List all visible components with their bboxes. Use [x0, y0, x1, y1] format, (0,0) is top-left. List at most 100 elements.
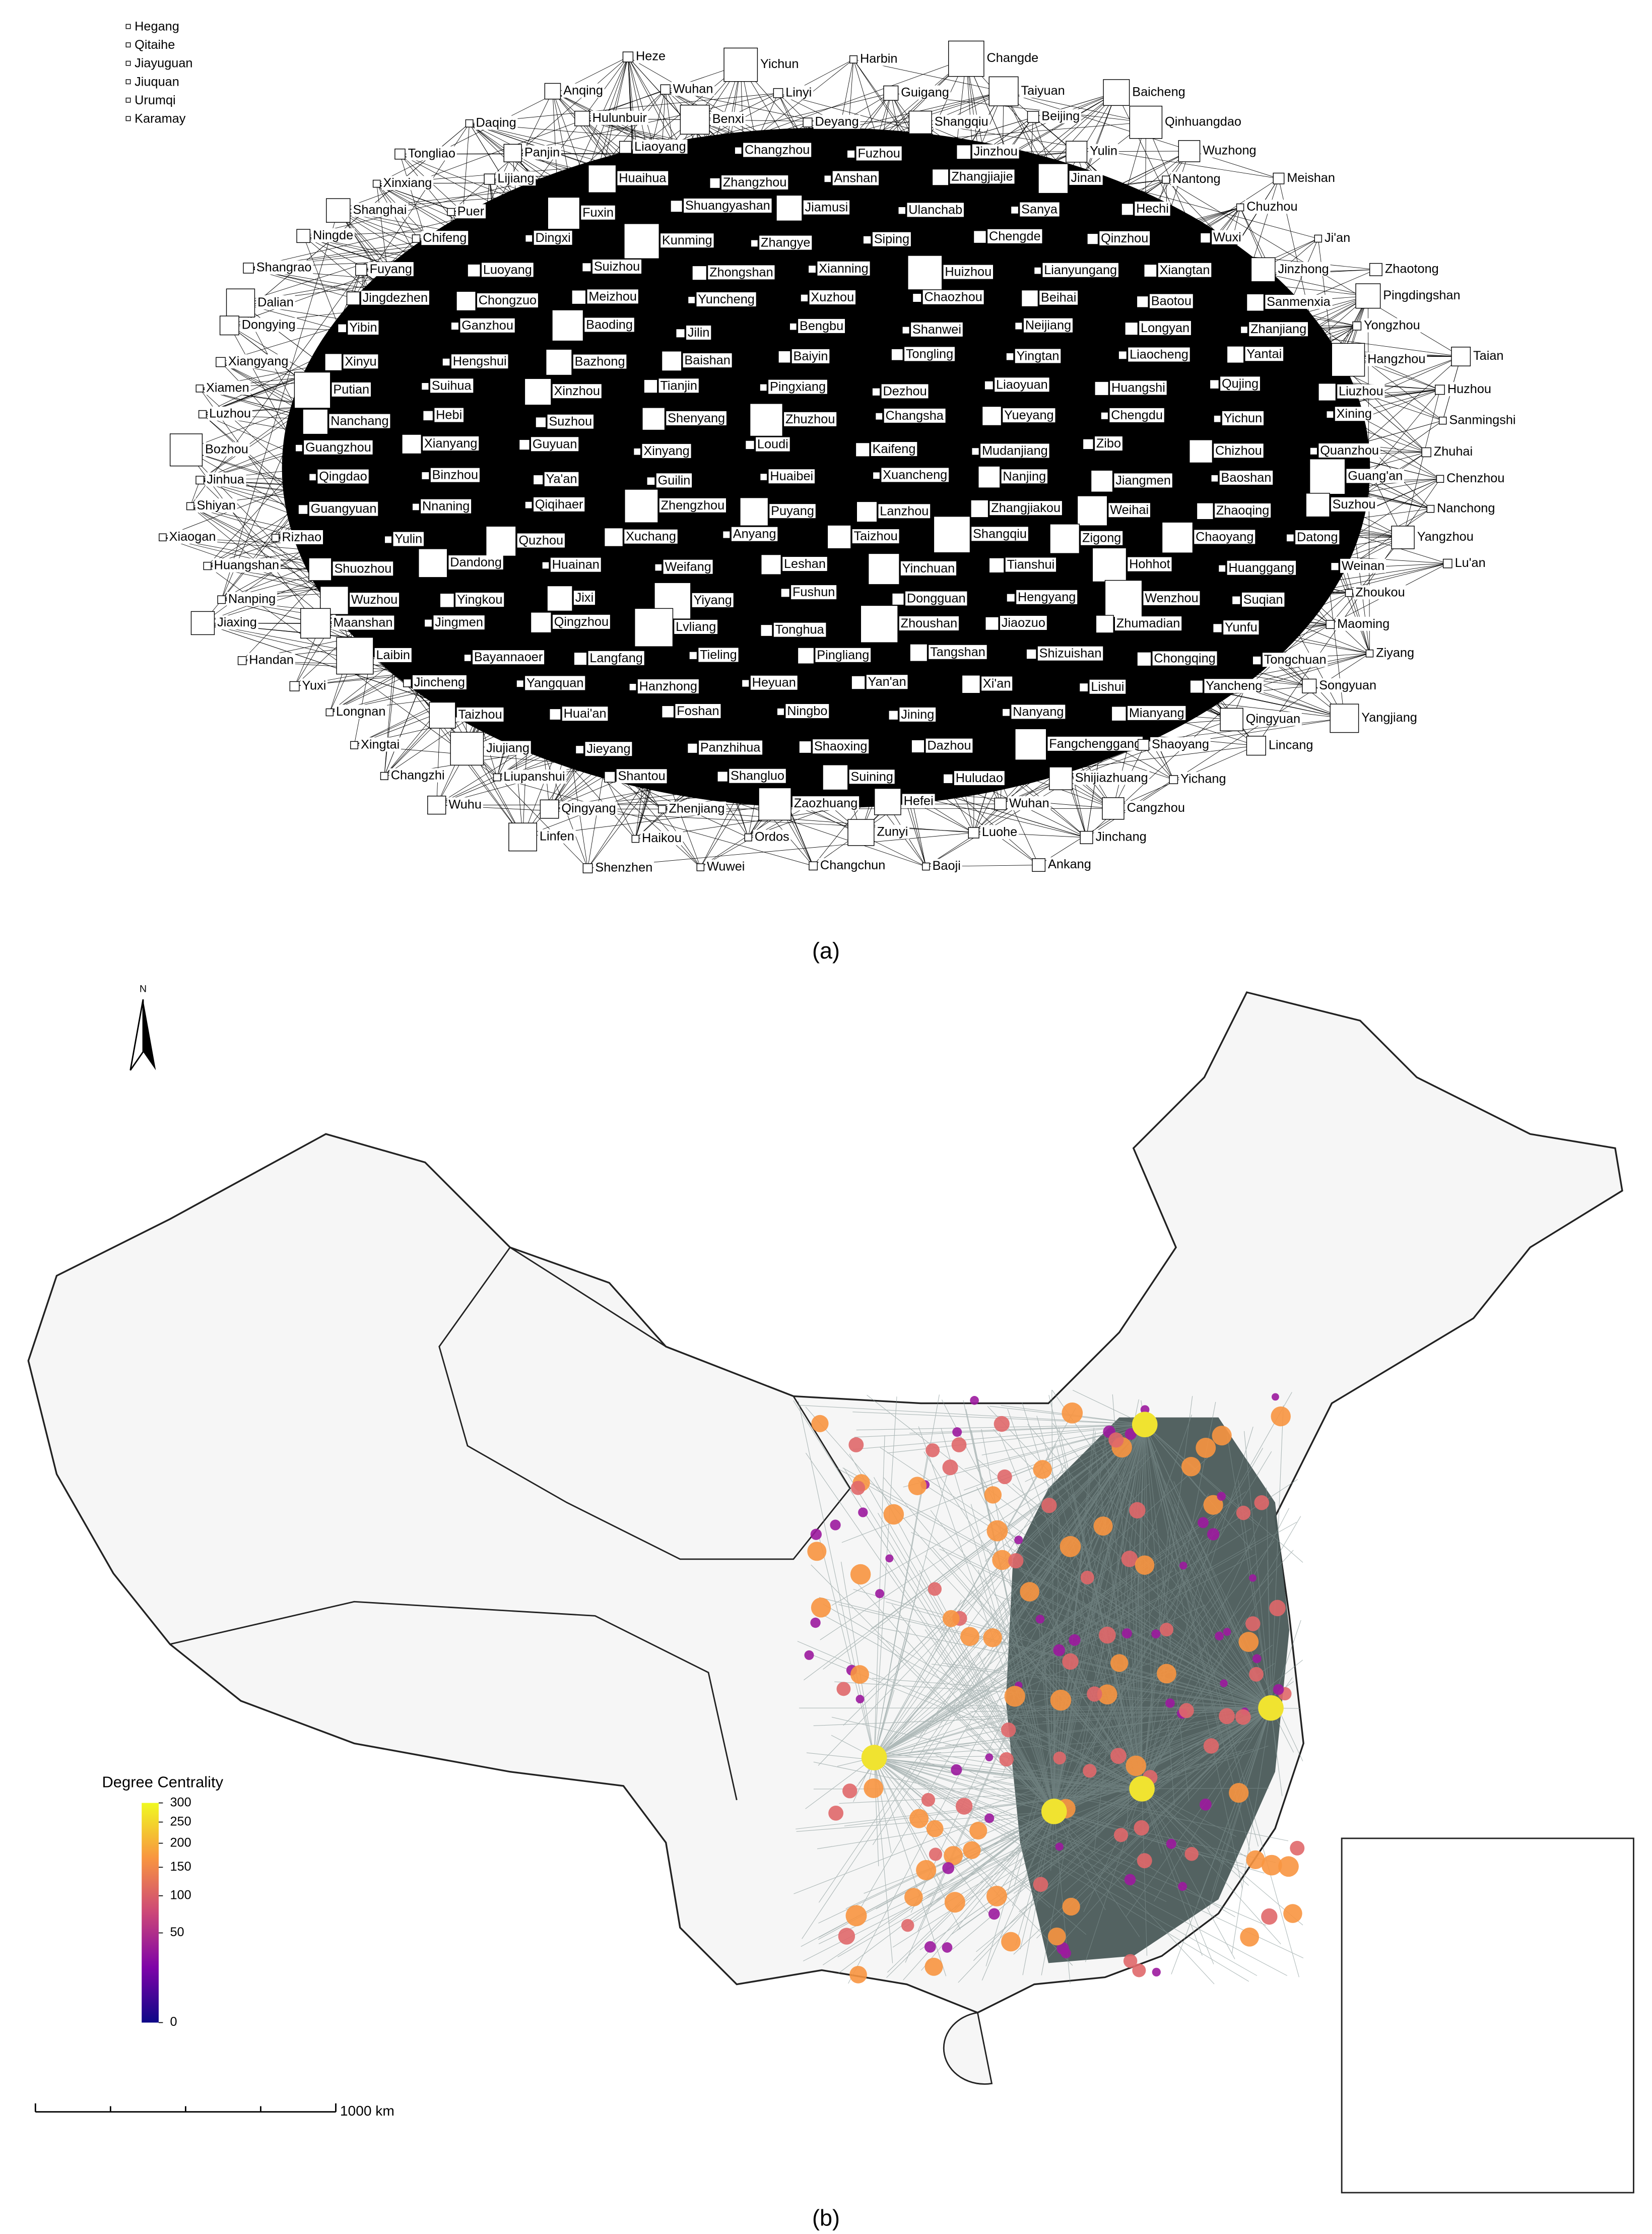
node-label: Xinyu — [345, 354, 376, 368]
node — [780, 588, 790, 598]
city-node — [1157, 1664, 1176, 1684]
label-bg — [784, 85, 814, 100]
node-label: Leshan — [784, 557, 826, 571]
city-node — [1240, 1927, 1260, 1947]
node — [1369, 263, 1382, 276]
node — [932, 168, 949, 186]
city-node — [1179, 1703, 1194, 1718]
node — [1038, 163, 1069, 194]
node — [956, 144, 971, 160]
edge — [303, 509, 746, 684]
city-node — [883, 1504, 904, 1525]
node-label: Pingxiang — [770, 380, 826, 394]
edge — [552, 91, 587, 268]
node-label: Liaocheng — [1130, 348, 1188, 362]
node — [540, 799, 559, 819]
node-label: Songyuan — [1319, 678, 1376, 692]
edge — [361, 270, 408, 683]
label-bg — [351, 203, 409, 217]
node — [503, 144, 522, 162]
node — [294, 371, 331, 409]
node-label: Dazhou — [927, 739, 971, 753]
edge — [789, 208, 1105, 624]
node-label: Guangzhou — [305, 440, 371, 455]
edge — [1061, 687, 1084, 779]
edge — [745, 600, 1236, 684]
node-label: Xinxiang — [383, 176, 432, 190]
city-node — [1099, 1626, 1116, 1644]
node — [1111, 706, 1127, 722]
node-label: Zhenjiang — [669, 802, 724, 816]
edge — [428, 326, 455, 416]
edge — [863, 178, 1279, 450]
node — [427, 795, 446, 815]
edge — [578, 297, 1431, 509]
label-bg — [1088, 144, 1119, 158]
node — [1103, 79, 1130, 106]
edge — [979, 237, 1031, 745]
edge — [827, 178, 1257, 746]
node — [988, 76, 1019, 106]
node-label: Xining — [1337, 407, 1372, 421]
node — [1220, 708, 1243, 732]
node — [465, 119, 474, 127]
edge — [693, 655, 814, 866]
node-label: Jiaxing — [217, 615, 257, 629]
edge — [1116, 92, 1318, 505]
city-node — [988, 1908, 1000, 1920]
node-label: Chenzhou — [1446, 471, 1504, 485]
node — [1451, 347, 1471, 366]
city-node — [944, 1846, 963, 1866]
edge — [162, 392, 538, 538]
city-node — [1055, 1842, 1064, 1851]
node-label: Zhongshan — [709, 265, 773, 279]
node-label: Chengde — [989, 229, 1041, 243]
node-label: Nanping — [228, 592, 276, 606]
node-label: Hebi — [436, 408, 462, 422]
node — [1246, 736, 1266, 756]
node-label: Loudi — [757, 437, 788, 452]
edge — [1076, 151, 1314, 452]
edge — [893, 237, 1206, 716]
node — [971, 447, 980, 456]
edge — [665, 89, 1318, 505]
city-node — [1199, 1799, 1212, 1811]
node-label: Lu'an — [1455, 556, 1486, 570]
edge — [918, 510, 1206, 653]
node-label: Baicheng — [1132, 85, 1185, 99]
city-node — [810, 1528, 822, 1540]
node-label: Zhaoqing — [1216, 503, 1270, 518]
node-label: Mudanjiang — [982, 443, 1048, 458]
node-label: Shangluo — [731, 769, 784, 783]
hub-node — [1129, 1776, 1155, 1802]
node — [450, 322, 459, 331]
node — [549, 708, 561, 721]
edge — [812, 59, 854, 270]
node-label: Luzhou — [209, 407, 251, 421]
edge — [807, 122, 1345, 719]
node — [1002, 708, 1011, 717]
edge — [162, 537, 1349, 594]
legend-title: Degree Centrality — [102, 1773, 223, 1791]
scale-bar — [34, 2103, 337, 2113]
node — [1326, 620, 1335, 629]
node-label: Guyuan — [533, 437, 577, 451]
label-bg — [1040, 109, 1082, 123]
node — [619, 141, 632, 154]
node-label: Changsha — [886, 409, 944, 423]
node-label: Zaozhuang — [794, 796, 858, 810]
node-label: Taizhou — [854, 529, 898, 543]
node-label: Xinzhou — [554, 384, 600, 398]
label-bg — [590, 110, 648, 125]
node — [355, 264, 367, 276]
node-label: Zunyi — [877, 825, 908, 839]
node-label: Chongqing — [1154, 651, 1215, 665]
node-label: Jinzhong — [1278, 262, 1329, 276]
city-node — [1203, 1738, 1219, 1754]
node-label: Yangquan — [526, 676, 583, 690]
edge — [355, 269, 1264, 656]
edge — [754, 207, 1240, 512]
node — [1211, 474, 1219, 482]
city-node — [1061, 1948, 1071, 1958]
edge — [538, 151, 1077, 392]
